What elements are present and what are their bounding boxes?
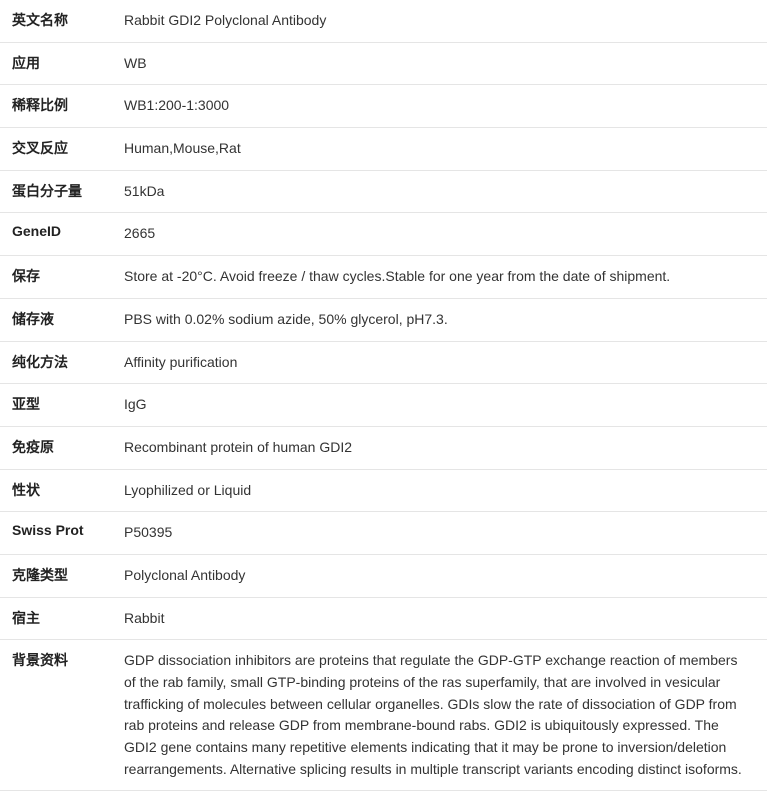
table-row: 交叉反应 Human,Mouse,Rat [0,128,767,171]
spec-table: 英文名称 Rabbit GDI2 Polyclonal Antibody 应用 … [0,0,767,791]
row-value-purification: Affinity purification [120,341,767,384]
row-label-dilution: 稀释比例 [0,85,120,128]
table-row: 免疫原 Recombinant protein of human GDI2 [0,426,767,469]
row-value-background: GDP dissociation inhibitors are proteins… [120,640,767,791]
table-row: 亚型 IgG [0,384,767,427]
table-row: GeneID 2665 [0,213,767,256]
row-value-dilution: WB1:200-1:3000 [120,85,767,128]
row-label-swissprot: Swiss Prot [0,512,120,555]
table-row: 性状 Lyophilized or Liquid [0,469,767,512]
row-label-cross-reactivity: 交叉反应 [0,128,120,171]
table-row: Swiss Prot P50395 [0,512,767,555]
row-label-isotype: 亚型 [0,384,120,427]
table-row: 背景资料 GDP dissociation inhibitors are pro… [0,640,767,791]
table-row: 宿主 Rabbit [0,597,767,640]
table-row: 克隆类型 Polyclonal Antibody [0,554,767,597]
row-label-form: 性状 [0,469,120,512]
table-row: 应用 WB [0,42,767,85]
row-label-clonality: 克隆类型 [0,554,120,597]
row-label-application: 应用 [0,42,120,85]
table-row: 蛋白分子量 51kDa [0,170,767,213]
row-value-host: Rabbit [120,597,767,640]
row-value-isotype: IgG [120,384,767,427]
row-value-molecular-weight: 51kDa [120,170,767,213]
row-value-application: WB [120,42,767,85]
row-label-buffer: 储存液 [0,298,120,341]
row-value-geneid: 2665 [120,213,767,256]
table-row: 储存液 PBS with 0.02% sodium azide, 50% gly… [0,298,767,341]
row-value-storage: Store at -20°C. Avoid freeze / thaw cycl… [120,256,767,299]
row-value-buffer: PBS with 0.02% sodium azide, 50% glycero… [120,298,767,341]
row-label-geneid: GeneID [0,213,120,256]
row-value-english-name: Rabbit GDI2 Polyclonal Antibody [120,0,767,42]
row-value-form: Lyophilized or Liquid [120,469,767,512]
row-value-clonality: Polyclonal Antibody [120,554,767,597]
row-label-purification: 纯化方法 [0,341,120,384]
row-label-storage: 保存 [0,256,120,299]
row-label-molecular-weight: 蛋白分子量 [0,170,120,213]
row-value-immunogen: Recombinant protein of human GDI2 [120,426,767,469]
table-row: 保存 Store at -20°C. Avoid freeze / thaw c… [0,256,767,299]
row-label-background: 背景资料 [0,640,120,791]
table-row: 纯化方法 Affinity purification [0,341,767,384]
row-label-host: 宿主 [0,597,120,640]
table-row: 稀释比例 WB1:200-1:3000 [0,85,767,128]
row-value-swissprot: P50395 [120,512,767,555]
row-label-english-name: 英文名称 [0,0,120,42]
row-value-cross-reactivity: Human,Mouse,Rat [120,128,767,171]
table-row: 英文名称 Rabbit GDI2 Polyclonal Antibody [0,0,767,42]
row-label-immunogen: 免疫原 [0,426,120,469]
